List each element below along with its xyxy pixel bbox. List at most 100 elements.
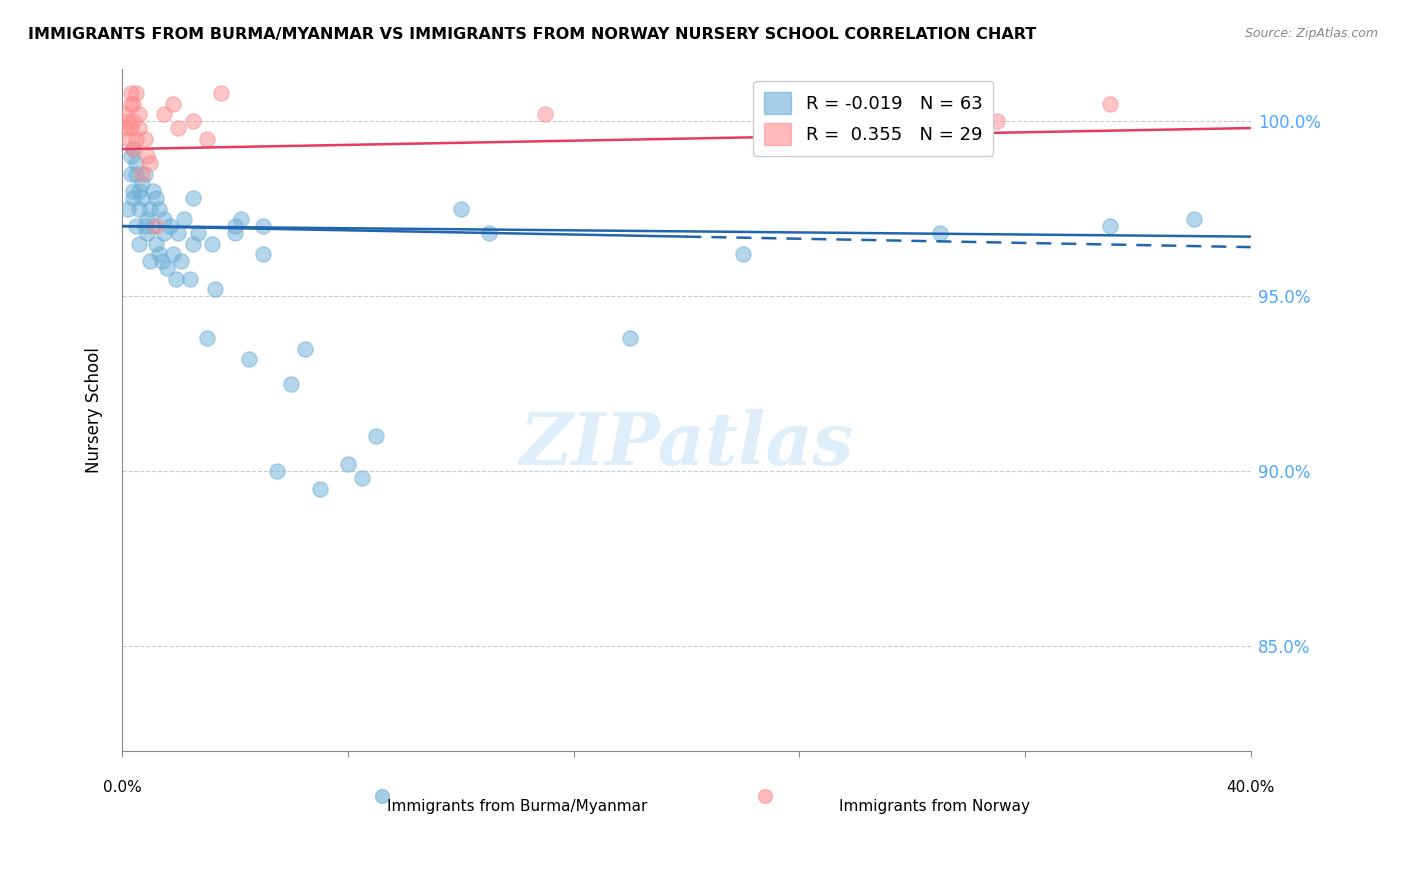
Point xyxy=(153,226,176,240)
Text: Immigrants from Burma/Myanmar: Immigrants from Burma/Myanmar xyxy=(387,799,647,814)
Point xyxy=(120,86,142,100)
Point xyxy=(165,271,187,285)
Point xyxy=(167,121,190,136)
Point xyxy=(167,226,190,240)
Point xyxy=(153,107,176,121)
Point xyxy=(1182,212,1205,227)
Point xyxy=(450,202,472,216)
Point xyxy=(201,236,224,251)
Point xyxy=(159,219,181,234)
Point xyxy=(122,184,145,198)
Point xyxy=(280,376,302,391)
Point xyxy=(139,156,162,170)
Point xyxy=(122,114,145,128)
Point xyxy=(136,226,159,240)
Point xyxy=(125,86,148,100)
Point xyxy=(114,121,136,136)
Point xyxy=(162,247,184,261)
Point xyxy=(787,96,810,111)
Point xyxy=(929,226,952,240)
Point xyxy=(986,114,1008,128)
Point xyxy=(114,107,136,121)
Point xyxy=(122,191,145,205)
Point xyxy=(128,202,150,216)
Text: Immigrants from Norway: Immigrants from Norway xyxy=(839,799,1031,814)
Point xyxy=(1098,96,1121,111)
Point xyxy=(224,226,246,240)
Point xyxy=(204,282,226,296)
Point xyxy=(181,114,204,128)
Point xyxy=(125,219,148,234)
Legend: R = -0.019   N = 63, R =  0.355   N = 29: R = -0.019 N = 63, R = 0.355 N = 29 xyxy=(754,81,994,156)
Point xyxy=(131,167,153,181)
Text: ZIPatlas: ZIPatlas xyxy=(519,409,853,480)
Point xyxy=(120,167,142,181)
Point xyxy=(266,464,288,478)
Point xyxy=(153,212,176,227)
Point xyxy=(136,212,159,227)
Point xyxy=(619,331,641,345)
Point xyxy=(148,247,170,261)
Point xyxy=(128,107,150,121)
Point xyxy=(136,149,159,163)
Point xyxy=(145,236,167,251)
Point xyxy=(125,131,148,145)
Point xyxy=(731,247,754,261)
Point xyxy=(139,254,162,268)
Point xyxy=(308,482,330,496)
Point xyxy=(117,114,139,128)
Point xyxy=(173,212,195,227)
Point xyxy=(336,458,359,472)
Point xyxy=(179,271,201,285)
Point xyxy=(187,226,209,240)
Point xyxy=(134,219,156,234)
Point xyxy=(134,167,156,181)
Point xyxy=(139,202,162,216)
Point xyxy=(145,191,167,205)
Text: 0.0%: 0.0% xyxy=(103,780,142,795)
Text: IMMIGRANTS FROM BURMA/MYANMAR VS IMMIGRANTS FROM NORWAY NURSERY SCHOOL CORRELATI: IMMIGRANTS FROM BURMA/MYANMAR VS IMMIGRA… xyxy=(28,27,1036,42)
Point xyxy=(150,254,173,268)
Point xyxy=(181,191,204,205)
Point xyxy=(117,202,139,216)
Point xyxy=(195,131,218,145)
Point xyxy=(170,254,193,268)
Point xyxy=(120,149,142,163)
Point xyxy=(252,247,274,261)
Point xyxy=(350,471,373,485)
Point xyxy=(142,219,165,234)
Point xyxy=(122,142,145,156)
Point xyxy=(209,86,232,100)
Point xyxy=(131,191,153,205)
Point xyxy=(145,219,167,234)
Point xyxy=(238,352,260,367)
Point xyxy=(534,107,557,121)
Point xyxy=(120,121,142,136)
Text: Source: ZipAtlas.com: Source: ZipAtlas.com xyxy=(1244,27,1378,40)
Point xyxy=(229,212,252,227)
Point xyxy=(131,177,153,191)
Point xyxy=(1098,219,1121,234)
Point xyxy=(120,96,142,111)
Point xyxy=(148,202,170,216)
Point xyxy=(294,342,316,356)
Point xyxy=(122,142,145,156)
Y-axis label: Nursery School: Nursery School xyxy=(86,347,103,473)
Point xyxy=(478,226,501,240)
Point xyxy=(117,131,139,145)
Point xyxy=(181,236,204,251)
Point xyxy=(128,184,150,198)
Point xyxy=(156,261,179,276)
Point xyxy=(128,121,150,136)
Point xyxy=(125,156,148,170)
Point xyxy=(128,236,150,251)
Point xyxy=(364,429,387,443)
Point xyxy=(195,331,218,345)
Point xyxy=(142,184,165,198)
Point xyxy=(224,219,246,234)
Text: 40.0%: 40.0% xyxy=(1226,780,1275,795)
Point xyxy=(252,219,274,234)
Point xyxy=(134,131,156,145)
Point xyxy=(162,96,184,111)
Point xyxy=(125,167,148,181)
